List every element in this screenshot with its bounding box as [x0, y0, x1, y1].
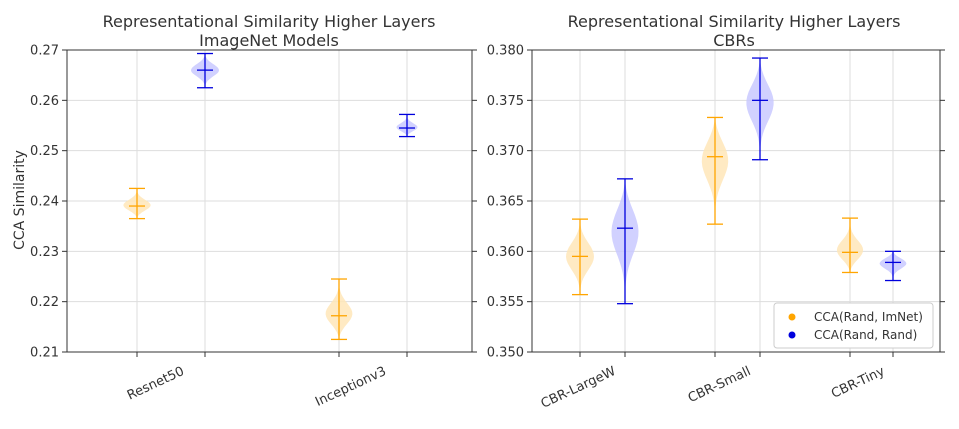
y-tick-label: 0.370: [487, 144, 524, 159]
y-tick-label: 0.380: [487, 44, 524, 59]
y-tick-label: 0.25: [30, 144, 59, 159]
x-tick-label: Resnet50: [125, 364, 187, 403]
legend-marker-rand: [788, 331, 796, 339]
y-tick-label: 0.24: [30, 195, 59, 210]
y-tick-label: 0.27: [30, 44, 59, 59]
y-axis-label: CCA Similarity: [12, 150, 28, 250]
chart-panel-imagenet: Representational Similarity Higher Layer…: [12, 12, 477, 410]
chart-panel-cbrs: Representational Similarity Higher Layer…: [487, 12, 945, 412]
x-tick-label: CBR-Tiny: [829, 364, 887, 402]
y-tick-label: 0.365: [487, 195, 524, 210]
chart-title-line1: Representational Similarity Higher Layer…: [568, 12, 901, 31]
y-tick-label: 0.23: [30, 245, 59, 260]
y-tick-label: 0.22: [30, 295, 59, 310]
legend-label-imnet: CCA(Rand, ImNet): [814, 310, 923, 324]
x-tick-label: CBR-Small: [686, 364, 753, 406]
legend-frame: [773, 302, 934, 349]
y-tick-label: 0.26: [30, 94, 59, 109]
chart-legend: CCA(Rand, ImNet) CCA(Rand, Rand): [773, 302, 934, 349]
y-tick-label: 0.355: [487, 295, 524, 310]
legend-label-rand: CCA(Rand, Rand): [814, 328, 917, 342]
y-tick-label: 0.375: [487, 94, 524, 109]
y-tick-label: 0.21: [30, 346, 59, 361]
chart-title-line2: CBRs: [713, 31, 755, 50]
y-tick-label: 0.350: [487, 346, 524, 361]
y-tick-label: 0.360: [487, 245, 524, 260]
plot-frame: [66, 49, 473, 353]
chart-title-line2: ImageNet Models: [199, 31, 339, 50]
plot-frame: [531, 49, 941, 353]
x-tick-label: CBR-LargeW: [539, 364, 619, 412]
chart-title-line1: Representational Similarity Higher Layer…: [103, 12, 436, 31]
legend-marker-imnet: [788, 313, 796, 321]
x-tick-label: Inceptionv3: [313, 364, 389, 410]
